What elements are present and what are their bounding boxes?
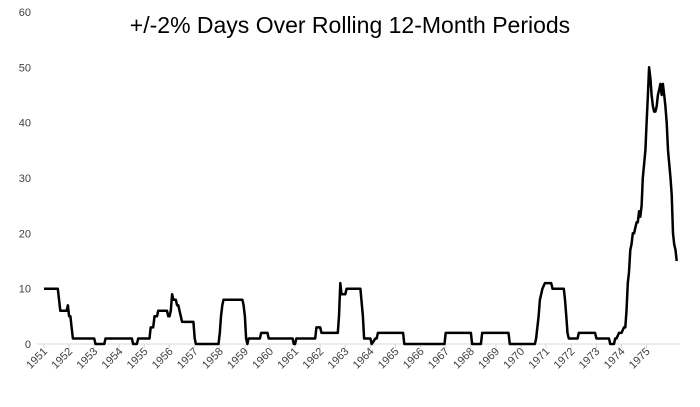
y-tick-label: 0 [25,339,31,351]
x-tick-label: 1965 [376,346,402,372]
y-tick-label: 10 [19,284,31,296]
y-tick-label: 40 [19,118,31,130]
y-tick-label: 50 [19,62,31,74]
x-axis-tick-marks [43,344,648,348]
x-tick-label: 1966 [401,346,427,372]
x-tick-label: 1955 [125,346,151,372]
y-tick-label: 60 [19,7,31,19]
y-tick-label: 30 [19,173,31,185]
x-tick-label: 1971 [527,346,553,372]
x-tick-label: 1972 [552,346,578,372]
x-tick-label: 1974 [602,346,628,372]
x-tick-label: 1969 [476,346,502,372]
x-tick-label: 1957 [175,346,201,372]
x-tick-label: 1958 [200,346,226,372]
x-tick-label: 1975 [627,346,653,372]
x-tick-label: 1953 [75,346,101,372]
x-tick-label: 1956 [150,346,176,372]
x-tick-label: 1964 [351,346,377,372]
series-line [44,66,678,346]
x-tick-label: 1952 [49,346,75,372]
x-axis-ticks: 1951 1952 1953 1954 1955 1956 1957 1958 1959 1960… [24,346,652,372]
x-tick-label: 1967 [426,346,452,372]
x-tick-label: 1968 [451,346,477,372]
x-tick-label: 1963 [326,346,352,372]
x-tick-label: 1973 [577,346,603,372]
y-tick-label: 20 [19,228,31,240]
x-tick-label: 1970 [501,346,527,372]
x-tick-label: 1960 [250,346,276,372]
x-tick-label: 1954 [100,346,126,372]
x-tick-label: 1959 [225,346,251,372]
chart-title: +/-2% Days Over Rolling 12-Month Periods [129,12,571,38]
x-tick-label: 1961 [275,346,301,372]
y-axis-ticks: 0 10 20 30 40 50 60 [19,7,31,351]
x-tick-label: 1962 [301,346,327,372]
